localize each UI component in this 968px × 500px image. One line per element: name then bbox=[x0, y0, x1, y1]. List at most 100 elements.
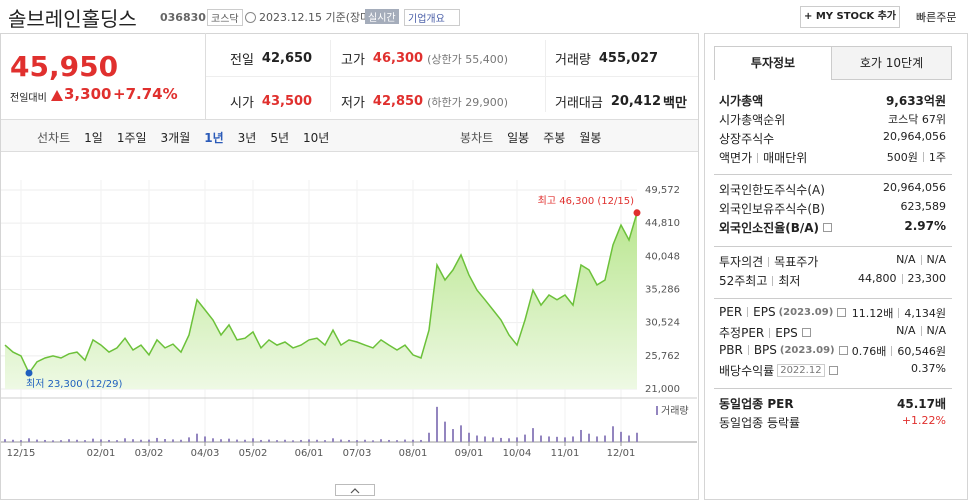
info-label: 외국인한도주식수(A) bbox=[719, 181, 825, 198]
volume-bar bbox=[556, 436, 558, 442]
value-text: 23,300 bbox=[907, 272, 947, 285]
volume-bar bbox=[460, 425, 462, 442]
label-text: 투자의견 bbox=[719, 255, 764, 269]
volume-bar bbox=[12, 439, 14, 442]
label-text: 매매단위 bbox=[763, 151, 808, 165]
change-value: 3,300 bbox=[64, 85, 112, 103]
volume-bar bbox=[436, 406, 438, 442]
info-label: 외국인소진율(B/A) bbox=[719, 219, 833, 236]
quick-order-button[interactable]: 빠른주문 bbox=[916, 11, 957, 24]
invest-tab[interactable]: 투자정보 bbox=[714, 46, 832, 80]
invest-tab[interactable]: 호가 10단계 bbox=[832, 46, 952, 80]
volume-bar bbox=[396, 440, 398, 442]
label-text: 52주최고 bbox=[719, 274, 768, 288]
volume-bar bbox=[540, 435, 542, 442]
period-tab[interactable]: 5년 bbox=[270, 131, 290, 145]
separator bbox=[901, 273, 903, 284]
value-text: 0.37% bbox=[911, 362, 946, 375]
candle-tab[interactable]: 월봉 bbox=[579, 131, 602, 145]
y-tick-label: 44,810 bbox=[645, 218, 680, 229]
label-text: 외국인보유주식수(B) bbox=[719, 202, 825, 216]
info-value: 0.76배 60,546원 bbox=[852, 343, 946, 359]
volume-bar bbox=[84, 440, 86, 442]
realtime-badge[interactable]: 실시간 bbox=[365, 9, 399, 24]
label-text: PBR bbox=[719, 343, 743, 357]
info-value: +1.22% bbox=[902, 414, 946, 427]
volume-bar bbox=[284, 439, 286, 442]
separator bbox=[891, 346, 893, 356]
y-tick-label: 21,000 bbox=[645, 384, 680, 395]
y-tick-label: 49,572 bbox=[645, 185, 680, 196]
x-tick-label: 05/02 bbox=[239, 448, 268, 459]
separator bbox=[747, 307, 749, 317]
separator bbox=[757, 152, 759, 163]
info-label: 투자의견 목표주가 bbox=[719, 253, 818, 270]
period-tab[interactable]: 3개월 bbox=[160, 131, 191, 145]
company-info-button[interactable]: 기업개요 bbox=[404, 9, 460, 26]
stock-name: 솔브레인홀딩스 bbox=[8, 7, 137, 31]
volume-bar bbox=[468, 432, 470, 442]
collapse-button[interactable] bbox=[335, 484, 375, 496]
volume-bar bbox=[348, 439, 350, 442]
period-tab[interactable]: 1년 bbox=[204, 131, 224, 145]
info-label: 추정PER EPS bbox=[719, 324, 811, 341]
value-text: N/A bbox=[926, 253, 946, 266]
volume-bar bbox=[276, 440, 278, 442]
info-value: 623,589 bbox=[901, 200, 947, 213]
quote-cell: 저가 42,850 (하한가 29,900) bbox=[341, 92, 508, 111]
label-text: 추정PER bbox=[719, 326, 765, 340]
high-label: 최고 46,300 (12/15) bbox=[538, 195, 634, 207]
volume-bar bbox=[404, 439, 406, 442]
volume-bar bbox=[244, 439, 246, 442]
label-text: 상장주식수 bbox=[719, 132, 775, 146]
value-text: N/A bbox=[926, 324, 946, 337]
info-label: PBR BPS (2023.09) bbox=[719, 343, 848, 357]
help-icon bbox=[837, 307, 847, 317]
volume-bar bbox=[412, 439, 414, 442]
label-text: 목표주가 bbox=[774, 255, 819, 269]
volume-bar bbox=[92, 438, 94, 442]
volume-bar bbox=[180, 439, 182, 442]
section-divider bbox=[714, 246, 952, 247]
help-icon bbox=[828, 366, 838, 375]
y-tick-label: 40,048 bbox=[645, 251, 680, 262]
label-text: PER bbox=[719, 305, 743, 319]
quote-value: 42,650 bbox=[261, 51, 313, 66]
value-text: N/A bbox=[896, 324, 916, 337]
volume-bar bbox=[564, 437, 566, 442]
period-tab[interactable]: 1일 bbox=[84, 131, 103, 145]
x-tick-label: 03/02 bbox=[135, 448, 164, 459]
period-tab[interactable]: 3년 bbox=[237, 131, 257, 145]
candle-tab[interactable]: 주봉 bbox=[543, 131, 566, 145]
up-triangle bbox=[51, 90, 63, 101]
volume-bar bbox=[164, 439, 166, 442]
volume-bar bbox=[292, 440, 294, 442]
x-tick-label: 10/04 bbox=[503, 448, 532, 459]
volume-bar bbox=[44, 439, 46, 442]
volume-bar bbox=[476, 435, 478, 442]
volume-bar bbox=[356, 440, 358, 442]
period-tab[interactable]: 10년 bbox=[303, 131, 330, 145]
info-value: 20,964,056 bbox=[883, 181, 946, 194]
clock-icon bbox=[245, 12, 256, 23]
volume-bar bbox=[548, 436, 550, 442]
value-text: 9,633억원 bbox=[885, 94, 946, 108]
quote-unit: 백만 bbox=[663, 96, 687, 111]
section-divider bbox=[714, 298, 952, 299]
volume-bar bbox=[20, 440, 22, 442]
market-badge: 코스닥 bbox=[207, 9, 243, 26]
volume-bar bbox=[580, 429, 582, 442]
help-icon bbox=[823, 223, 833, 232]
value-text: 11.12배 bbox=[851, 307, 894, 320]
volume-bar bbox=[620, 431, 622, 442]
volume-bar bbox=[308, 439, 310, 442]
my-stock-button[interactable]: + MY STOCK 추가 bbox=[800, 6, 900, 28]
period-tab[interactable]: 1주일 bbox=[116, 131, 147, 145]
x-tick-label: 06/01 bbox=[295, 448, 324, 459]
quote-label: 고가 bbox=[341, 53, 365, 68]
candle-tab[interactable]: 일봉 bbox=[507, 131, 530, 145]
volume-bar bbox=[388, 439, 390, 442]
label-text: 배당수익률 bbox=[719, 364, 775, 378]
volume-bar bbox=[532, 428, 534, 442]
current-price: 45,950 bbox=[10, 50, 119, 83]
